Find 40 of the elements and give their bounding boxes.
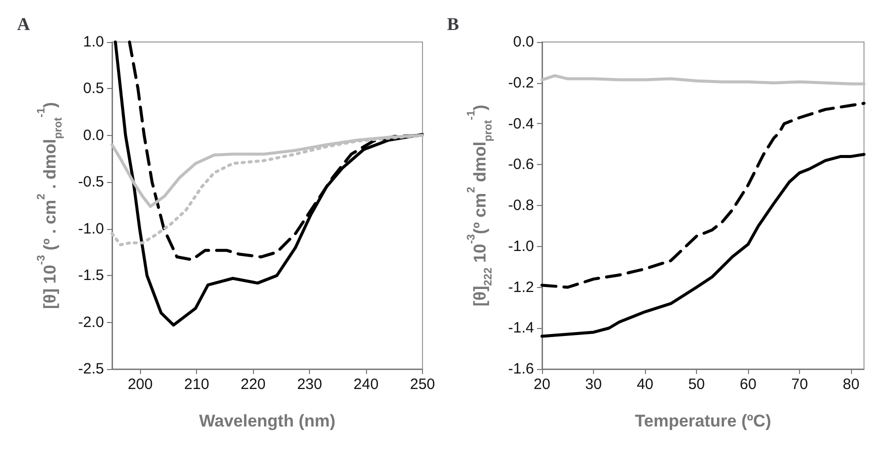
- line-series: [540, 74, 866, 86]
- x-tick-label: 210: [184, 376, 210, 393]
- x-tick-label: 230: [297, 376, 322, 393]
- line-series: [540, 152, 866, 338]
- y-tick-label: -0.5: [78, 174, 104, 191]
- x-tick-label: 50: [688, 376, 705, 393]
- x-tick-label: 200: [128, 376, 153, 393]
- y-axis-title: [θ] 10-3 (º . cm2 . dmolprot-1): [36, 102, 64, 309]
- y-tick-label: -0.2: [508, 74, 534, 92]
- chart-title: A: [17, 14, 30, 34]
- chart-title: B: [447, 14, 460, 34]
- y-tick-label: -0.8: [508, 197, 534, 214]
- y-tick-label: -1.5: [78, 267, 104, 284]
- text: [θ]222 10-3(º cm2 dmolprot-1): [466, 104, 494, 306]
- y-tick-label: 0.0: [83, 126, 104, 144]
- y-tick-label: -2.0: [78, 314, 104, 331]
- x-axis-title: Temperature (ºC): [634, 412, 772, 430]
- y-tick-label: -2.5: [78, 360, 104, 378]
- line-series: [540, 102, 866, 289]
- y-tick-label: -1.4: [508, 320, 534, 337]
- x-tick-label: 40: [636, 376, 654, 393]
- x-tick-label: 80: [842, 376, 860, 393]
- y-tick-label: -0.6: [508, 156, 534, 174]
- line-series: [110, 134, 424, 246]
- x-tick-label: 240: [354, 376, 379, 393]
- y-tick-label: -1.0: [508, 238, 534, 255]
- x-tick-label: 60: [740, 376, 756, 393]
- y-tick-label: 0.5: [83, 80, 104, 98]
- x-tick-label: 220: [240, 376, 266, 393]
- y-tick-label: -1.2: [508, 278, 534, 296]
- y-tick-label: 0.0: [513, 34, 534, 50]
- x-tick-label: 70: [791, 376, 808, 393]
- x-tick-label: 20: [534, 376, 550, 393]
- y-tick-label: 1.0: [83, 34, 104, 50]
- y-tick-label: -1.0: [78, 220, 104, 238]
- x-axis-title: Wavelength (nm): [199, 412, 336, 430]
- y-tick-label: -1.6: [508, 360, 534, 378]
- x-tick-label: 30: [585, 376, 602, 393]
- x-tick-label: 250: [410, 376, 435, 393]
- y-tick-label: -0.4: [508, 115, 534, 132]
